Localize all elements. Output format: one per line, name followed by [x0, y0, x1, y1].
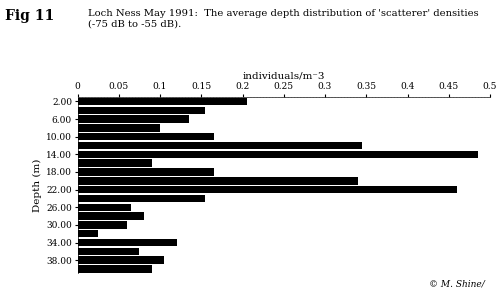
- Bar: [78, 168, 214, 176]
- Text: © M. Shine/: © M. Shine/: [429, 279, 485, 288]
- Text: Loch Ness May 1991:  The average depth distribution of 'scatterer' densities
(-7: Loch Ness May 1991: The average depth di…: [88, 9, 478, 28]
- Bar: [78, 106, 206, 114]
- Bar: [78, 133, 214, 141]
- Bar: [78, 265, 152, 273]
- Bar: [78, 177, 358, 185]
- Text: Fig 11: Fig 11: [5, 9, 54, 23]
- Bar: [78, 159, 152, 167]
- Bar: [78, 151, 477, 158]
- Bar: [78, 186, 457, 193]
- Bar: [78, 230, 98, 238]
- Bar: [78, 256, 164, 264]
- Bar: [78, 115, 189, 123]
- Bar: [78, 212, 144, 220]
- Bar: [78, 239, 176, 246]
- Bar: [78, 98, 246, 105]
- Bar: [78, 142, 362, 149]
- Bar: [78, 124, 160, 132]
- Bar: [78, 203, 131, 211]
- Bar: [78, 221, 127, 229]
- Bar: [78, 195, 206, 202]
- X-axis label: individuals/m⁻3: individuals/m⁻3: [242, 71, 325, 80]
- Y-axis label: Depth (m): Depth (m): [33, 158, 42, 212]
- Bar: [78, 248, 140, 255]
